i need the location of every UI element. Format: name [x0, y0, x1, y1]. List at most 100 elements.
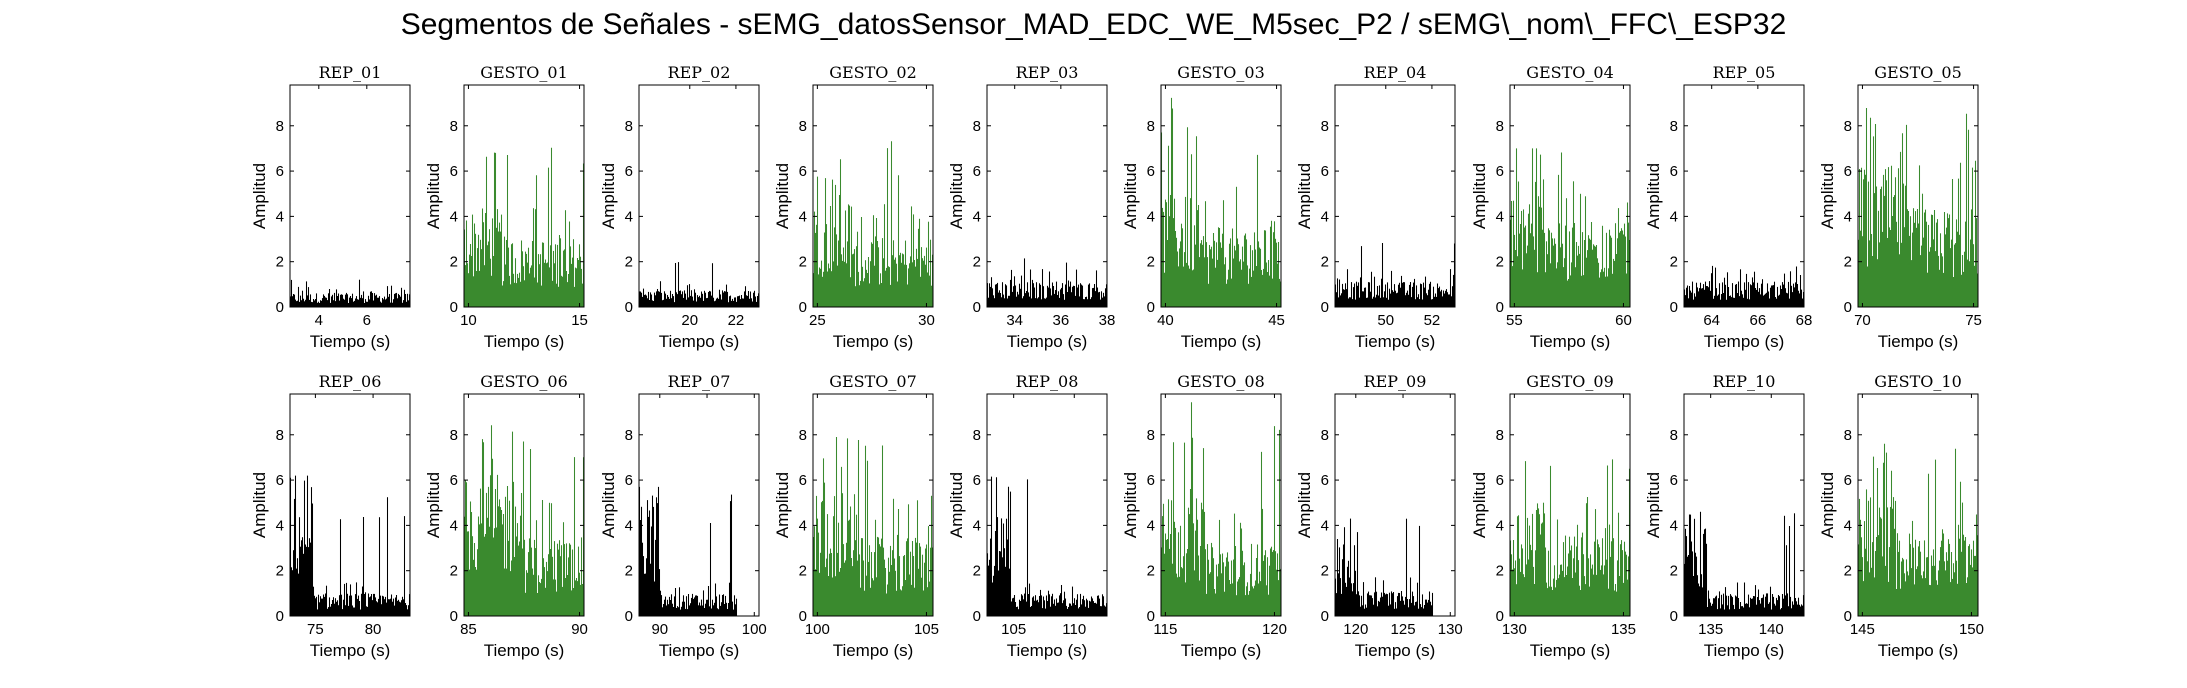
y-axis-label: Amplitud	[250, 472, 269, 538]
signal-series	[986, 258, 1108, 307]
signal-series	[1160, 97, 1282, 307]
signal-series	[1683, 511, 1805, 616]
subplot-rep-10: 0 2 4 6 8 135 140 REP_10 Tiempo (s) Amplitud	[1644, 372, 1805, 660]
axes-box	[1160, 393, 1282, 617]
subplot-title: REP_09	[1364, 372, 1427, 391]
y-axis-label: Amplitud	[424, 472, 443, 538]
subplot-title: REP_04	[1364, 63, 1427, 82]
axes-box	[289, 84, 411, 308]
y-tick-label: 4	[450, 208, 458, 225]
y-tick-label: 6	[1147, 163, 1155, 180]
axes-box	[638, 84, 760, 308]
x-tick-label: 125	[1391, 621, 1416, 638]
y-tick-label: 8	[625, 427, 633, 444]
x-tick-label: 60	[1615, 312, 1632, 329]
x-tick-label: 38	[1099, 312, 1116, 329]
x-tick-label: 6	[363, 312, 371, 329]
y-tick-label: 0	[450, 608, 458, 625]
y-tick-label: 2	[276, 254, 284, 271]
y-tick-label: 6	[1147, 472, 1155, 489]
subplot-gesto-08: 0 2 4 6 8 115 120 GESTO_08 Tiempo (s) Amplitud	[1121, 372, 1287, 660]
y-axis-label: Amplitud	[1470, 472, 1489, 538]
x-axis-label: Tiempo (s)	[484, 641, 565, 660]
x-tick-label: 34	[1006, 312, 1023, 329]
x-tick-label: 120	[1262, 621, 1287, 638]
x-tick-label: 130	[1438, 621, 1463, 638]
subplot-title: GESTO_01	[480, 63, 568, 82]
subplot-title: REP_08	[1016, 372, 1079, 391]
y-tick-label: 8	[1321, 118, 1329, 135]
x-axis-label: Tiempo (s)	[1878, 332, 1959, 351]
subplot-gesto-04: 0 2 4 6 8 55 60 GESTO_04 Tiempo (s) Amplitud	[1470, 63, 1632, 351]
axes-box	[986, 393, 1108, 617]
x-tick-label: 120	[1343, 621, 1368, 638]
y-axis-label: Amplitud	[599, 163, 618, 229]
signal-series	[463, 147, 585, 307]
y-axis-label: Amplitud	[773, 472, 792, 538]
y-tick-label: 8	[276, 427, 284, 444]
y-tick-label: 8	[799, 118, 807, 135]
subplot-rep-04: 0 2 4 6 8 50 52 REP_04 Tiempo (s) Amplitud	[1295, 63, 1456, 351]
y-tick-label: 2	[973, 563, 981, 580]
x-tick-label: 90	[571, 621, 588, 638]
subplot-title: GESTO_08	[1177, 372, 1265, 391]
y-tick-label: 8	[1147, 118, 1155, 135]
x-axis-label: Tiempo (s)	[1530, 641, 1611, 660]
y-tick-label: 4	[799, 517, 807, 534]
axes-box	[1857, 84, 1979, 308]
y-axis-label: Amplitud	[1644, 472, 1663, 538]
axes-box	[986, 84, 1108, 308]
y-tick-label: 0	[799, 608, 807, 625]
y-tick-label: 6	[1670, 163, 1678, 180]
y-axis-label: Amplitud	[1470, 163, 1489, 229]
axes-box	[1509, 84, 1631, 308]
x-tick-label: 4	[315, 312, 323, 329]
y-tick-label: 0	[1670, 299, 1678, 316]
x-axis-label: Tiempo (s)	[1007, 332, 1088, 351]
y-tick-label: 8	[276, 118, 284, 135]
subplot-rep-08: 0 2 4 6 8 105 110 REP_08 Tiempo (s) Amplitud	[947, 372, 1108, 660]
y-tick-label: 0	[276, 608, 284, 625]
y-tick-label: 0	[1670, 608, 1678, 625]
x-tick-label: 15	[571, 312, 588, 329]
y-tick-label: 6	[1496, 472, 1504, 489]
x-tick-label: 115	[1153, 621, 1177, 638]
y-tick-label: 4	[973, 517, 981, 534]
y-tick-label: 0	[799, 299, 807, 316]
y-tick-label: 2	[1496, 563, 1504, 580]
subplot-rep-03: 0 2 4 6 8 34 36 38 REP_03 Tiempo (s) Amplitud	[947, 63, 1115, 351]
subplot-title: REP_07	[668, 372, 731, 391]
y-tick-label: 4	[276, 208, 284, 225]
y-axis-label: Amplitud	[773, 163, 792, 229]
signal-series	[1160, 402, 1282, 616]
y-tick-label: 0	[1147, 299, 1155, 316]
y-tick-label: 2	[450, 563, 458, 580]
y-tick-label: 8	[1844, 427, 1852, 444]
y-tick-label: 2	[799, 563, 807, 580]
y-tick-label: 4	[1844, 517, 1852, 534]
x-tick-label: 50	[1377, 312, 1394, 329]
y-tick-label: 0	[450, 299, 458, 316]
y-tick-label: 8	[973, 118, 981, 135]
subplot-title: GESTO_03	[1177, 63, 1265, 82]
subplot-gesto-06: 0 2 4 6 8 85 90 GESTO_06 Tiempo (s) Amplitud	[424, 372, 588, 660]
subplot-title: REP_02	[668, 63, 731, 82]
signal-series	[289, 279, 411, 307]
y-tick-label: 6	[276, 163, 284, 180]
axes-box	[1334, 84, 1456, 308]
axes-box	[1160, 84, 1282, 308]
x-axis-label: Tiempo (s)	[310, 641, 391, 660]
y-axis-label: Amplitud	[424, 163, 443, 229]
axes-box	[812, 84, 934, 308]
x-axis-label: Tiempo (s)	[310, 332, 391, 351]
x-tick-label: 75	[307, 621, 324, 638]
y-tick-label: 2	[1321, 563, 1329, 580]
y-tick-label: 4	[1321, 517, 1329, 534]
y-tick-label: 6	[1321, 163, 1329, 180]
y-tick-label: 0	[973, 299, 981, 316]
x-axis-label: Tiempo (s)	[1007, 641, 1088, 660]
y-tick-label: 2	[973, 254, 981, 271]
y-tick-label: 0	[625, 608, 633, 625]
y-tick-label: 6	[1844, 163, 1852, 180]
